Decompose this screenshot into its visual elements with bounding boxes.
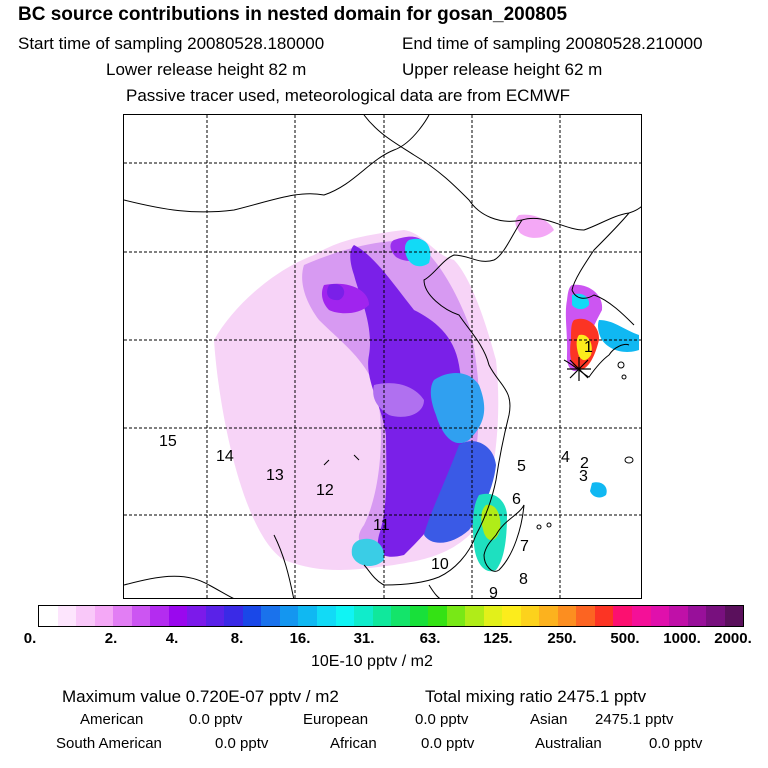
start-time-label: Start time of sampling 20080528.180000	[18, 34, 325, 53]
colorbar-swatch	[354, 606, 373, 626]
colorbar-tick-label: 250.	[547, 630, 577, 647]
colorbar-swatch	[650, 606, 670, 626]
colorbar-tick-label: 16.	[289, 630, 311, 647]
colorbar-swatch	[76, 606, 95, 626]
colorbar-swatch	[465, 606, 484, 626]
american-value: 0.0 pptv	[189, 711, 243, 728]
end-time-label: End time of sampling 20080528.210000	[402, 34, 703, 53]
map-panel: 1 2 3 4 5 6 7 8 9 10 11 12 13 14 15	[123, 114, 642, 599]
asian-label: Asian	[530, 711, 568, 728]
region-label-7: 7	[520, 538, 529, 555]
color-scale-bar	[38, 605, 744, 627]
total-mixing-label: Total mixing ratio 2475.1 pptv	[425, 687, 647, 706]
colorbar-swatch	[483, 606, 503, 626]
region-label-9: 9	[489, 585, 498, 599]
colorbar-swatch	[94, 606, 114, 626]
islands	[536, 361, 634, 530]
colorbar-tick-label: 31.	[353, 630, 375, 647]
colorbar-swatch	[298, 606, 317, 626]
unit-label: 10E-10 pptv / m2	[311, 653, 433, 670]
grid-lines	[124, 115, 641, 598]
region-label-14: 14	[216, 448, 234, 465]
colorbar-swatch	[687, 606, 707, 626]
colorbar-swatch	[520, 606, 540, 626]
colorbar-swatch	[187, 606, 206, 626]
region-label-4: 4	[561, 449, 570, 466]
region-label-5: 5	[517, 458, 526, 475]
colorbar-tick-label: 125.	[483, 630, 513, 647]
australian-value: 0.0 pptv	[649, 735, 703, 752]
tracer-note: Passive tracer used, meteorological data…	[126, 86, 571, 105]
south-american-label: South American	[56, 735, 162, 752]
region-label-10: 10	[431, 556, 449, 573]
australian-label: Australian	[535, 735, 602, 752]
colorbar-swatch	[168, 606, 188, 626]
region-label-3: 3	[579, 468, 588, 485]
colorbar-swatch	[113, 606, 132, 626]
colorbar-swatch	[224, 606, 243, 626]
african-label: African	[330, 735, 377, 752]
concentration-field	[214, 214, 639, 572]
colorbar-tick-label: 8.	[230, 630, 244, 647]
colorbar-tick-label: 0.	[23, 630, 37, 647]
map-canvas	[124, 115, 641, 598]
colorbar-swatch	[39, 606, 58, 626]
colorbar-swatch	[279, 606, 299, 626]
colorbar-swatch	[409, 606, 429, 626]
colorbar-swatch	[446, 606, 466, 626]
colorbar-swatch	[335, 606, 355, 626]
colorbar-swatch	[428, 606, 447, 626]
african-value: 0.0 pptv	[421, 735, 475, 752]
colorbar-swatch	[576, 606, 595, 626]
region-label-1: 1	[584, 339, 593, 356]
colorbar-swatch	[372, 606, 392, 626]
region-label-12: 12	[316, 482, 334, 499]
colorbar-swatch	[131, 606, 151, 626]
colorbar-tick-label: 2000.	[714, 630, 752, 647]
colorbar-swatch	[669, 606, 688, 626]
european-label: European	[303, 711, 369, 728]
region-label-13: 13	[266, 467, 284, 484]
colorbar-swatch	[502, 606, 521, 626]
region-label-15: 15	[159, 433, 177, 450]
colorbar-swatch	[391, 606, 410, 626]
region-label-2: 2	[580, 455, 589, 472]
colorbar-tick-label: 1000.	[663, 630, 701, 647]
asian-value: 2475.1 pptv	[595, 711, 674, 728]
region-label-6: 6	[512, 491, 521, 508]
colorbar-swatch	[316, 606, 336, 626]
colorbar-tick-label: 500.	[610, 630, 640, 647]
american-label: American	[80, 711, 144, 728]
colorbar-swatch	[557, 606, 577, 626]
coastlines	[124, 115, 641, 598]
lower-height-label: Lower release height 82 m	[106, 60, 307, 79]
colorbar-tick-label: 2.	[104, 630, 118, 647]
colorbar-swatch	[594, 606, 614, 626]
star-icon	[567, 357, 591, 381]
colorbar-tick-label: 63.	[419, 630, 441, 647]
colorbar-swatch	[539, 606, 558, 626]
south-american-value: 0.0 pptv	[215, 735, 269, 752]
european-value: 0.0 pptv	[415, 711, 469, 728]
colorbar-swatch	[632, 606, 651, 626]
max-value-label: Maximum value 0.720E-07 pptv / m2	[62, 687, 339, 706]
colorbar-swatch	[706, 606, 725, 626]
colorbar-swatch	[150, 606, 169, 626]
colorbar-swatch	[724, 606, 744, 626]
upper-height-label: Upper release height 62 m	[402, 60, 603, 79]
colorbar-swatch	[261, 606, 280, 626]
page-title: BC source contributions in nested domain…	[18, 4, 568, 25]
colorbar-tick-label: 4.	[165, 630, 179, 647]
region-label-8: 8	[519, 571, 528, 588]
colorbar-swatch	[205, 606, 225, 626]
region-label-11: 11	[373, 517, 390, 534]
colorbar-swatch	[57, 606, 77, 626]
colorbar-swatch	[242, 606, 262, 626]
colorbar-swatch	[613, 606, 632, 626]
